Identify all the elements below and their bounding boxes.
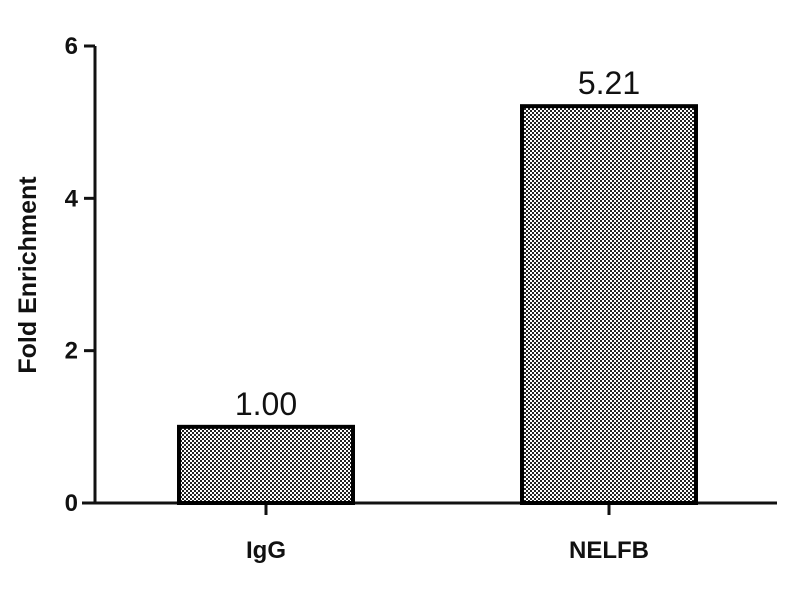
bar-igg bbox=[177, 424, 355, 506]
bar-nelfb bbox=[520, 104, 698, 506]
y-axis-label: Fold Enrichment bbox=[14, 176, 42, 374]
data-label: 5.21 bbox=[578, 65, 640, 101]
y-tick-label: 0 bbox=[65, 490, 78, 517]
data-label: 1.00 bbox=[235, 386, 297, 422]
y-tick-label: 2 bbox=[65, 338, 78, 365]
y-tick-label: 6 bbox=[65, 33, 78, 60]
x-tick-label: NELFB bbox=[569, 537, 649, 564]
x-tick-label: IgG bbox=[246, 537, 286, 564]
y-tick-label: 4 bbox=[65, 185, 79, 212]
